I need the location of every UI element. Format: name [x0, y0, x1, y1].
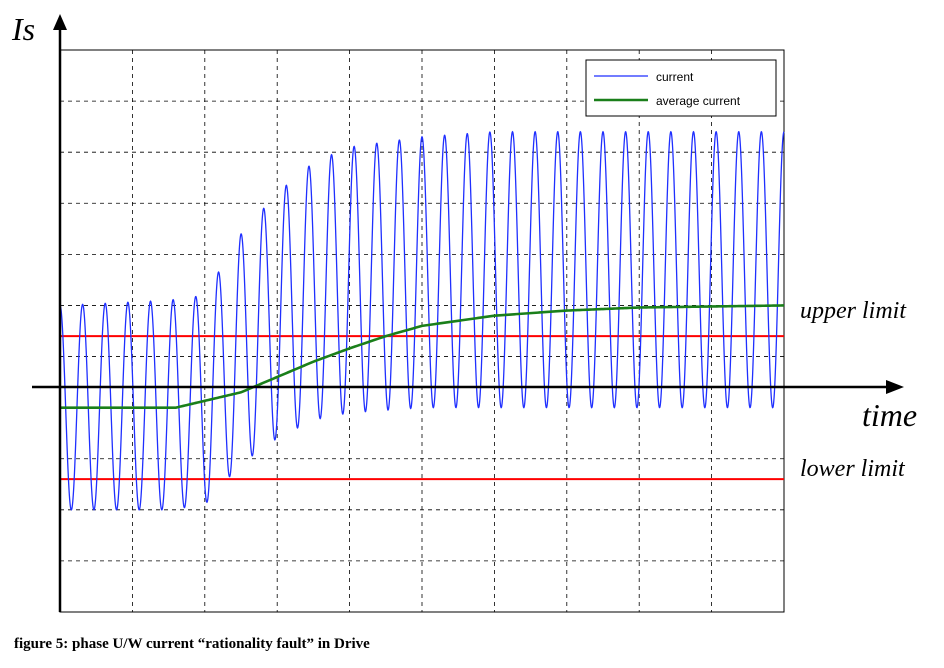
legend-label-average: average current	[656, 94, 741, 108]
series-current	[59, 130, 785, 511]
chart: Is time upper limit lower limit current …	[11, 11, 917, 613]
grid	[59, 49, 785, 613]
upper-limit-label: upper limit	[800, 298, 907, 324]
x-axis-title: time	[862, 397, 917, 433]
legend-label-current: current	[656, 70, 694, 84]
lower-limit-label: lower limit	[800, 456, 906, 482]
legend: current average current	[585, 59, 777, 117]
y-axis-title: Is	[11, 11, 35, 47]
figure-caption: figure 5: phase U/W current “rationality…	[14, 636, 370, 652]
y-axis-arrow	[53, 14, 67, 30]
series-average-current	[60, 304, 785, 409]
x-axis-arrow	[886, 380, 904, 394]
